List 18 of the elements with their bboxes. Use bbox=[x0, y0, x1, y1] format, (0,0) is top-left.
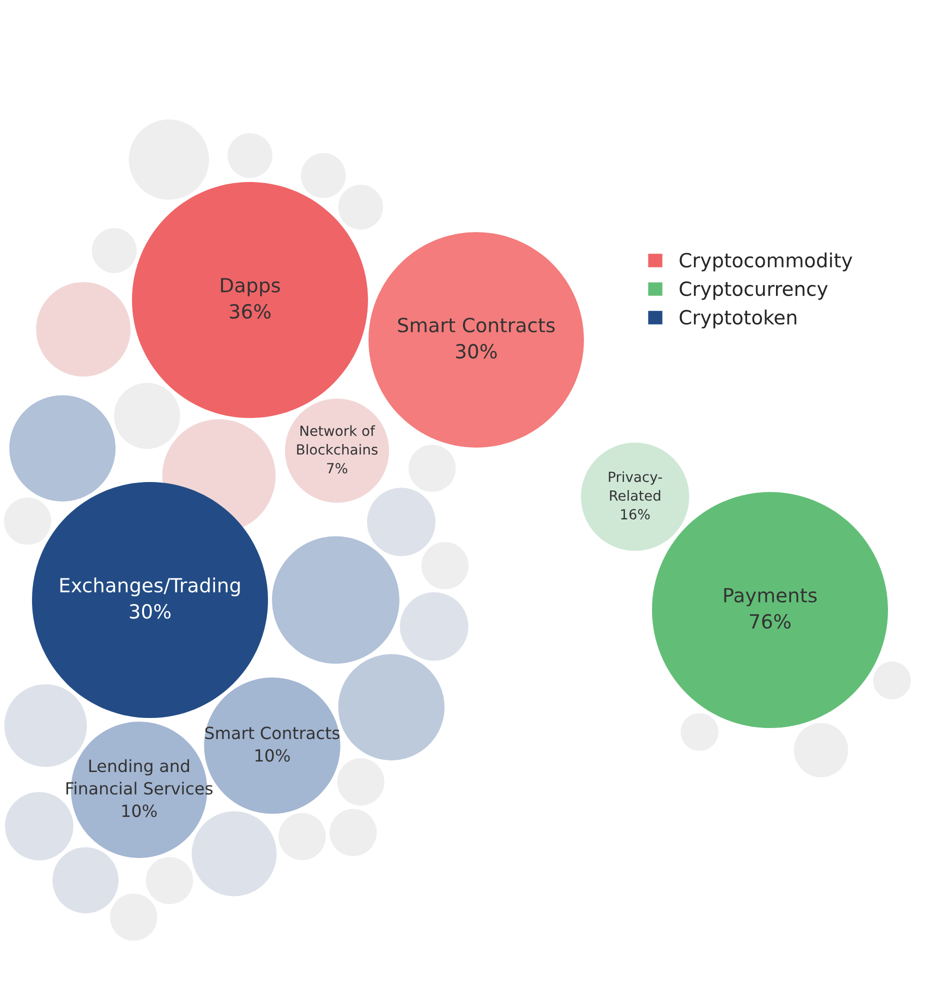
category-label: Dapps bbox=[221, 278, 280, 296]
category-label: Network of Blockchains bbox=[297, 425, 378, 455]
category-label: Smart Contracts bbox=[205, 726, 340, 740]
category-label: Smart Contracts bbox=[398, 318, 555, 332]
category-label: Exchanges/Trading bbox=[60, 577, 240, 596]
data-label: 10% bbox=[122, 804, 157, 818]
data-label: 10% bbox=[256, 749, 290, 762]
legend-label: Cryptocommodity bbox=[680, 252, 852, 272]
data-label: 7% bbox=[327, 462, 348, 474]
data-label: 36% bbox=[230, 304, 271, 319]
data-label: 16% bbox=[621, 509, 650, 520]
data-label: 30% bbox=[130, 604, 171, 619]
legend-label: Cryptocurrency bbox=[680, 281, 828, 300]
data-label: 76% bbox=[750, 614, 791, 629]
legend-label: Cryptotoken bbox=[680, 310, 796, 328]
data-label: 30% bbox=[456, 344, 497, 359]
category-label: Privacy- Related bbox=[608, 471, 662, 501]
category-label: Payments bbox=[724, 588, 817, 606]
